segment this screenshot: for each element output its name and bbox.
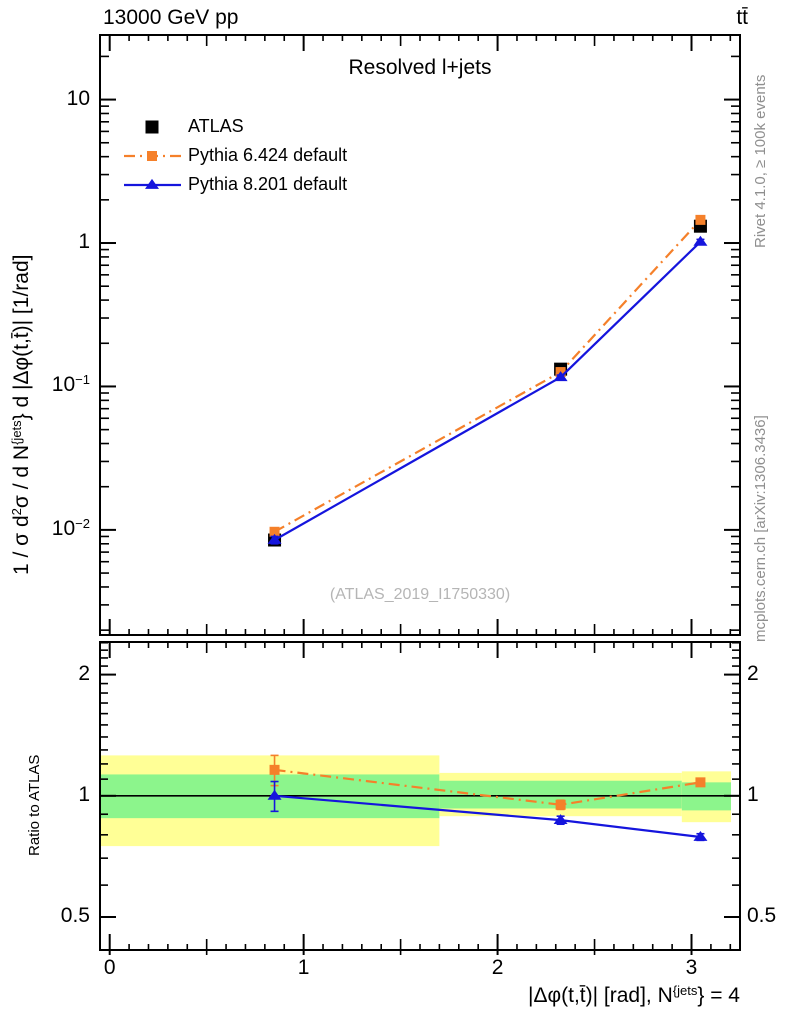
axis-ticks <box>100 35 740 955</box>
marker-square <box>695 777 706 788</box>
analysis-watermark: (ATLAS_2019_I1750330) <box>329 586 511 603</box>
main-series-pythia <box>269 214 706 537</box>
marker-square <box>269 526 280 537</box>
marker-triangle <box>553 371 568 382</box>
ratio-tick-label-left: 0.5 <box>60 903 90 927</box>
ratio-tick-label-left: 1 <box>78 782 90 806</box>
ratio-tick-label-right: 0.5 <box>747 903 777 927</box>
marker-triangle <box>693 830 708 841</box>
legend-label-pythia6: Pythia 6.424 default <box>188 145 348 165</box>
marker-square <box>145 120 159 134</box>
rivet-version-note: Rivet 4.1.0, ≥ 100k events <box>752 74 769 248</box>
beam-energy-label: 13000 GeV pp <box>103 6 239 29</box>
marker-square <box>269 764 280 775</box>
marker-triangle <box>267 533 282 544</box>
ratio-tick-label-right: 1 <box>747 782 759 806</box>
legend-label-atlas: ATLAS <box>188 116 244 136</box>
marker-triangle <box>145 178 159 189</box>
panel-title: Resolved l+jets <box>348 56 492 79</box>
legend-label-pythia8: Pythia 8.201 default <box>188 174 348 194</box>
marker-triangle <box>693 235 708 246</box>
marker-square <box>147 151 157 161</box>
main-series-atlas <box>268 219 707 547</box>
process-label: tt̄ <box>736 6 748 29</box>
mcplots-arxiv-note: mcplots.cern.ch [arXiv:1306.3436] <box>752 415 769 642</box>
x-tick-label: 3 <box>685 956 698 979</box>
main-series-pythia <box>267 235 708 545</box>
marker-triangle <box>553 814 568 825</box>
ratio-tick-label-right: 2 <box>747 661 759 685</box>
x-axis-label: |Δφ(t,t̄)| [rad], N{jets} = 4 <box>528 982 740 1007</box>
legend-markers <box>124 120 181 189</box>
x-tick-label: 1 <box>297 956 310 979</box>
ratio-uncertainty-bands <box>100 755 731 847</box>
y-tick-label: 10−2 <box>51 515 90 540</box>
ratio-tick-label-left: 2 <box>78 661 90 685</box>
marker-square <box>555 799 566 810</box>
marker-triangle <box>267 789 282 800</box>
y-tick-label: 10−1 <box>51 372 90 397</box>
x-tick-label: 2 <box>491 956 504 979</box>
y-tick-label: 10 <box>66 86 90 110</box>
ratio-series-pythia <box>267 780 708 842</box>
y-tick-label: 1 <box>78 230 90 254</box>
x-tick-label: 0 <box>103 956 116 979</box>
marker-square <box>695 214 706 225</box>
